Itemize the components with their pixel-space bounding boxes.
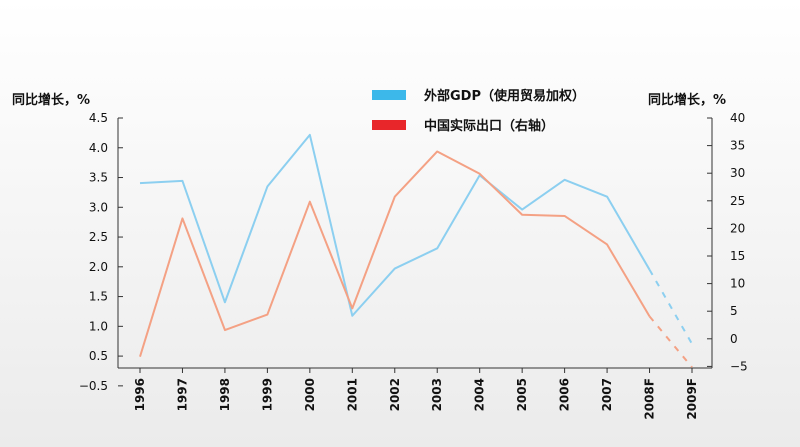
x-tick-label: 2001 (345, 378, 359, 411)
right-tick-label: 40 (730, 111, 745, 125)
right-tick-label: 20 (730, 221, 745, 235)
legend-label-china-exports: 中国实际出口（右轴） (424, 118, 554, 134)
series-forecast-segment-1 (648, 315, 693, 368)
legend-label-external-gdp: 外部GDP（使用贸易加权） (423, 88, 585, 104)
right-tick-label: 35 (730, 139, 745, 153)
left-tick-label: 1.5 (89, 290, 108, 304)
x-tick-label: 1996 (133, 378, 147, 411)
series-line-0 (139, 133, 651, 317)
left-tick-label: 4.5 (89, 111, 108, 125)
x-tick-label: 1997 (175, 378, 189, 411)
left-tick-label: −0.5 (79, 379, 108, 393)
x-tick-label: 2003 (430, 378, 444, 411)
legend-swatch-china-exports (372, 120, 406, 130)
right-tick-label: 10 (730, 277, 745, 291)
x-tick-label: 1999 (260, 378, 274, 411)
x-axis-ticks: 1996 1997 1998 1999 2000 2001 2002 2003 2004 2005… (133, 368, 699, 420)
left-tick-label: 3.0 (89, 200, 108, 214)
x-tick-label: 2002 (388, 378, 402, 411)
right-tick-label: 5 (730, 304, 738, 318)
left-tick-label: 2.5 (89, 230, 108, 244)
series-lines (139, 133, 693, 368)
x-tick-label: 2004 (473, 378, 487, 411)
right-tick-label: 25 (730, 194, 745, 208)
series-line-1 (139, 150, 651, 357)
left-tick-label: 2.0 (89, 260, 108, 274)
right-axis-ticks: 40 35 30 25 20 15 10 5 0 −5 (707, 111, 748, 373)
right-tick-label: −5 (730, 359, 748, 373)
x-tick-label: 1998 (218, 378, 232, 411)
legend-swatch-external-gdp (372, 90, 406, 100)
x-tick-label: 2008F (643, 378, 657, 420)
left-axis-ticks: 4.5 4.0 3.5 3.0 2.5 2.0 1.5 1.0 0.5 −0.5 (79, 111, 123, 393)
x-tick-label: 2009F (685, 378, 699, 420)
x-tick-label: 2006 (558, 378, 572, 411)
right-axis-label: 同比增长，% (648, 92, 726, 108)
x-tick-label: 2000 (303, 378, 317, 411)
x-tick-label: 2005 (515, 378, 529, 411)
right-tick-label: 15 (730, 249, 745, 263)
left-tick-label: 0.5 (89, 349, 108, 363)
left-axis-label: 同比增长，% (12, 92, 90, 108)
right-tick-label: 0 (730, 332, 738, 346)
left-tick-label: 4.0 (89, 141, 108, 155)
left-tick-label: 1.0 (89, 319, 108, 333)
series-forecast-segment-0 (648, 269, 693, 345)
left-tick-label: 3.5 (89, 171, 108, 185)
right-tick-label: 30 (730, 166, 745, 180)
legend: 外部GDP（使用贸易加权） 中国实际出口（右轴） (372, 88, 585, 134)
x-tick-label: 2007 (600, 378, 614, 411)
